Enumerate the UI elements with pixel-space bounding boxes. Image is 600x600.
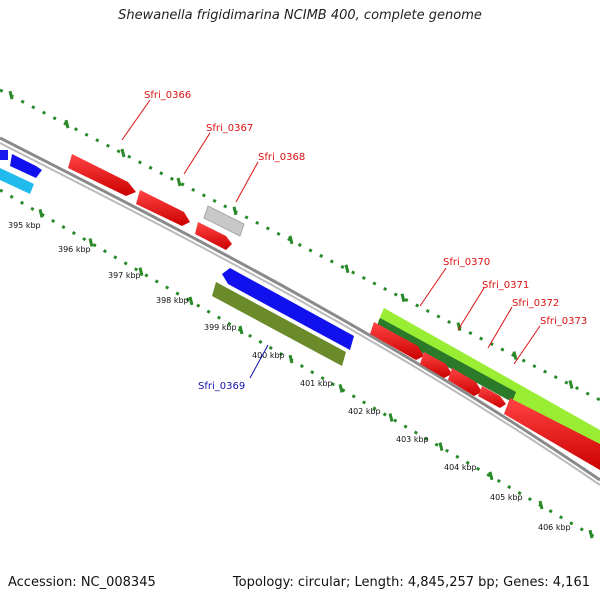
map-title: Shewanella frigidimarina NCIMB 400, comp… [118,8,482,23]
inner-tick-marks [38,208,594,539]
tick-label: 395 kbp [8,221,41,230]
inner-tick [288,354,294,364]
outer-dotted-track [0,88,600,402]
tick-label: 404 kbp [444,463,477,472]
inner-tick [238,325,244,335]
inner-dotted-track [0,188,600,542]
inner-tick [338,383,344,393]
outer-tick [288,235,294,245]
tick-label: 397 kbp [108,271,141,280]
gene-blue-reverse[interactable] [222,268,354,350]
tick-label: 396 kbp [58,245,91,254]
inner-tick [138,267,144,277]
label-sfri-0373[interactable]: Sfri_0373 [540,316,587,327]
backbone-outer [0,136,600,482]
label-sfri-0370[interactable]: Sfri_0370 [443,257,490,268]
tick-label: 405 kbp [490,493,523,502]
gene-blue-partial[interactable] [10,154,42,178]
gene-sfri-0367[interactable] [136,190,190,226]
label-sfri-0372[interactable]: Sfri_0372 [512,298,559,309]
gene-sfri-0368[interactable] [195,222,232,250]
label-sfri-0367[interactable]: Sfri_0367 [206,123,253,134]
gene-blue-left[interactable] [0,150,8,160]
backbone-inner [0,142,600,486]
outer-tick [344,264,350,274]
outer-tick [568,380,574,389]
inner-tick [438,442,444,452]
gene-sfri-0372[interactable] [448,368,482,396]
outer-tick [456,322,462,331]
tick-labels: 395 kbp 396 kbp 397 kbp 398 kbp 399 kbp 400 k… [8,221,571,532]
gene-red-right-edge[interactable] [504,398,600,470]
tick-label: 399 kbp [204,323,237,332]
inner-tick [88,238,94,247]
tick-label: 400 kbp [252,351,285,360]
gene-dark-green-band[interactable] [376,318,516,402]
gene-grey[interactable] [203,205,245,237]
outer-tick [8,90,14,100]
outer-tick-marks [8,90,574,389]
accession-label: Accession: NC_008345 [8,575,156,590]
outer-tick [64,119,70,129]
label-sfri-0366[interactable]: Sfri_0366 [144,90,191,101]
outer-tick [176,177,182,187]
gene-label-leaders [121,99,541,379]
label-sfri-0369[interactable]: Sfri_0369 [198,381,245,392]
inner-tick [538,500,544,510]
outer-tick [120,148,126,158]
outer-tick [400,293,406,303]
inner-tick [38,208,44,218]
tick-label: 402 kbp [348,407,381,416]
gene-sfri-0370[interactable] [370,322,424,360]
tick-label: 401 kbp [300,379,333,388]
gene-labels: Sfri_0366 Sfri_0367 Sfri_0368 Sfri_0369 … [144,90,587,392]
gene-sfri-0369[interactable] [212,282,346,366]
label-sfri-0368[interactable]: Sfri_0368 [258,152,305,163]
tick-label: 406 kbp [538,523,571,532]
tick-label: 403 kbp [396,435,429,444]
inner-tick [188,296,194,306]
label-sfri-0371[interactable]: Sfri_0371 [482,280,529,291]
inner-tick [488,471,494,481]
inner-tick [588,529,594,539]
gene-sfri-0373[interactable] [478,386,506,408]
gene-sfri-0371[interactable] [420,352,452,378]
outer-tick [232,206,238,216]
outer-tick [512,351,518,360]
gene-sfri-0366[interactable] [68,154,136,196]
genome-summary: Topology: circular; Length: 4,845,257 bp… [232,575,590,590]
inner-tick [388,413,394,422]
gene-cyan-partial[interactable] [0,168,34,194]
tick-label: 398 kbp [156,296,189,305]
